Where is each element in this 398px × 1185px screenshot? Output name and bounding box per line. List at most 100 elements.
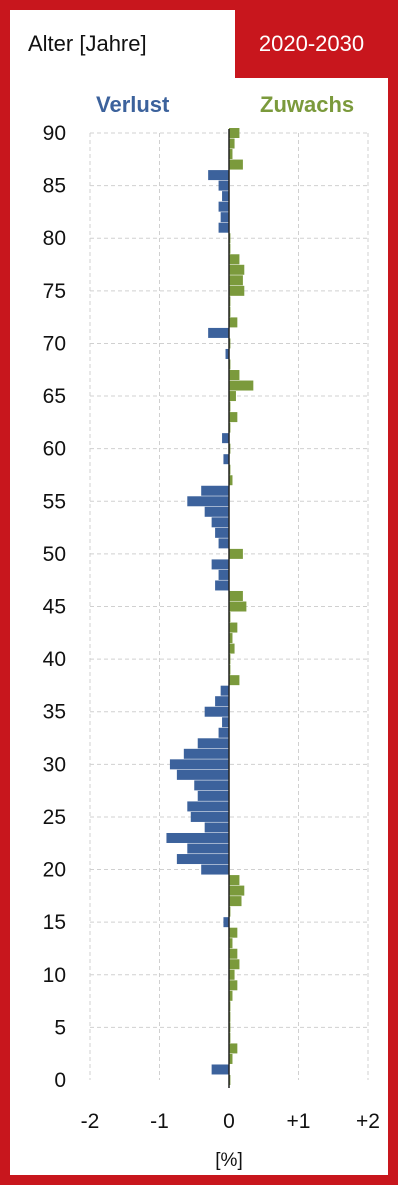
- bar-loss: [166, 832, 229, 843]
- y-tick-label: 35: [43, 701, 66, 724]
- y-tick-label: 25: [43, 806, 66, 829]
- bar-loss: [176, 854, 229, 865]
- y-tick-label: 85: [43, 175, 66, 198]
- bar-loss: [208, 327, 229, 338]
- y-tick-label: 75: [43, 280, 66, 303]
- bar-loss: [194, 780, 229, 791]
- bar-gain: [229, 317, 238, 328]
- bar-gain: [229, 391, 236, 402]
- bar-loss: [223, 454, 229, 465]
- bar-loss: [190, 811, 229, 822]
- bar-gain: [229, 159, 243, 170]
- x-tick-label: -2: [81, 1110, 100, 1133]
- y-tick-label: 50: [43, 543, 66, 566]
- bar-gain: [229, 275, 243, 286]
- bars: [166, 128, 254, 1085]
- y-tick-label: 20: [43, 859, 66, 882]
- bar-loss: [218, 201, 229, 212]
- bar-gain: [229, 675, 240, 686]
- bar-loss: [211, 1064, 229, 1075]
- legend-loss-label: Verlust: [96, 92, 170, 117]
- bar-loss: [220, 685, 229, 696]
- y-tick-label: 5: [54, 1016, 66, 1039]
- bar-gain: [229, 264, 245, 275]
- x-tick-label: +1: [287, 1110, 311, 1133]
- bar-loss: [197, 738, 229, 749]
- bar-loss: [223, 917, 229, 928]
- bar-gain: [229, 948, 238, 959]
- bar-loss: [222, 191, 229, 202]
- bar-loss: [215, 696, 229, 707]
- bar-gain: [229, 412, 238, 423]
- bar-loss: [222, 433, 229, 444]
- y-tick-label: 40: [43, 648, 66, 671]
- bar-gain: [229, 149, 233, 160]
- bar-loss: [187, 843, 229, 854]
- bar-gain: [229, 969, 235, 980]
- bar-gain: [229, 1043, 238, 1054]
- y-tick-label: 65: [43, 385, 66, 408]
- header-age-label: Alter [Jahre]: [10, 10, 235, 78]
- y-tick-label: 55: [43, 490, 66, 513]
- x-tick-label: 0: [223, 1110, 235, 1133]
- bar-loss: [187, 801, 229, 812]
- bar-loss: [197, 790, 229, 801]
- bar-gain: [229, 380, 254, 391]
- bar-loss: [211, 559, 229, 570]
- bar-gain: [229, 622, 238, 633]
- axes: 0 5 10 15 20 25 30 35 40 45 50 55 60 65 70 75 80 85 90 -2 -1…: [43, 122, 380, 1133]
- y-tick-label: 60: [43, 438, 66, 461]
- bar-loss: [218, 727, 229, 738]
- legend-gain-label: Zuwachs: [260, 92, 354, 117]
- bar-loss: [215, 580, 229, 591]
- header-period-label: 2020-2030: [235, 10, 388, 78]
- bar-gain: [229, 927, 238, 938]
- bar-loss: [215, 527, 229, 538]
- bar-gain: [229, 633, 233, 644]
- bar-gain: [229, 590, 243, 601]
- bar-loss: [201, 864, 229, 875]
- bar-loss: [218, 538, 229, 549]
- bar-loss: [211, 517, 229, 528]
- bar-loss: [225, 348, 229, 359]
- bar-loss: [204, 506, 229, 517]
- bar-gain: [229, 475, 233, 486]
- bar-gain: [229, 643, 235, 654]
- y-tick-label: 70: [43, 332, 66, 355]
- bar-gain: [229, 285, 245, 296]
- bar-gain: [229, 990, 233, 1001]
- bar-loss: [204, 822, 229, 833]
- bar-loss: [218, 222, 229, 233]
- x-axis-label: [%]: [215, 1150, 242, 1171]
- grid-lines: [89, 132, 369, 1080]
- x-tick-label: -1: [150, 1110, 169, 1133]
- y-tick-label: 80: [43, 227, 66, 250]
- bar-gain: [229, 959, 240, 970]
- bar-gain: [229, 896, 242, 907]
- y-tick-label: 15: [43, 911, 66, 934]
- bar-gain: [229, 980, 238, 991]
- bar-gain: [229, 1053, 233, 1064]
- bar-gain: [229, 885, 245, 896]
- bar-gain: [229, 601, 247, 612]
- y-tick-label: 0: [54, 1069, 66, 1092]
- y-tick-label: 45: [43, 596, 66, 619]
- y-tick-label: 90: [43, 122, 66, 145]
- bar-gain: [229, 938, 233, 949]
- bar-gain: [229, 548, 243, 559]
- bar-loss: [220, 212, 229, 223]
- bar-loss: [183, 748, 229, 759]
- bar-loss: [176, 769, 229, 780]
- bar-gain: [229, 254, 240, 265]
- bar-loss: [169, 759, 229, 770]
- bar-loss: [204, 706, 229, 717]
- bar-gain: [229, 128, 240, 138]
- bar-loss: [187, 496, 229, 507]
- bar-gain: [229, 138, 235, 149]
- bar-loss: [218, 180, 229, 191]
- x-tick-label: +2: [356, 1110, 380, 1133]
- bar-loss: [218, 569, 229, 580]
- bar-gain: [229, 370, 240, 381]
